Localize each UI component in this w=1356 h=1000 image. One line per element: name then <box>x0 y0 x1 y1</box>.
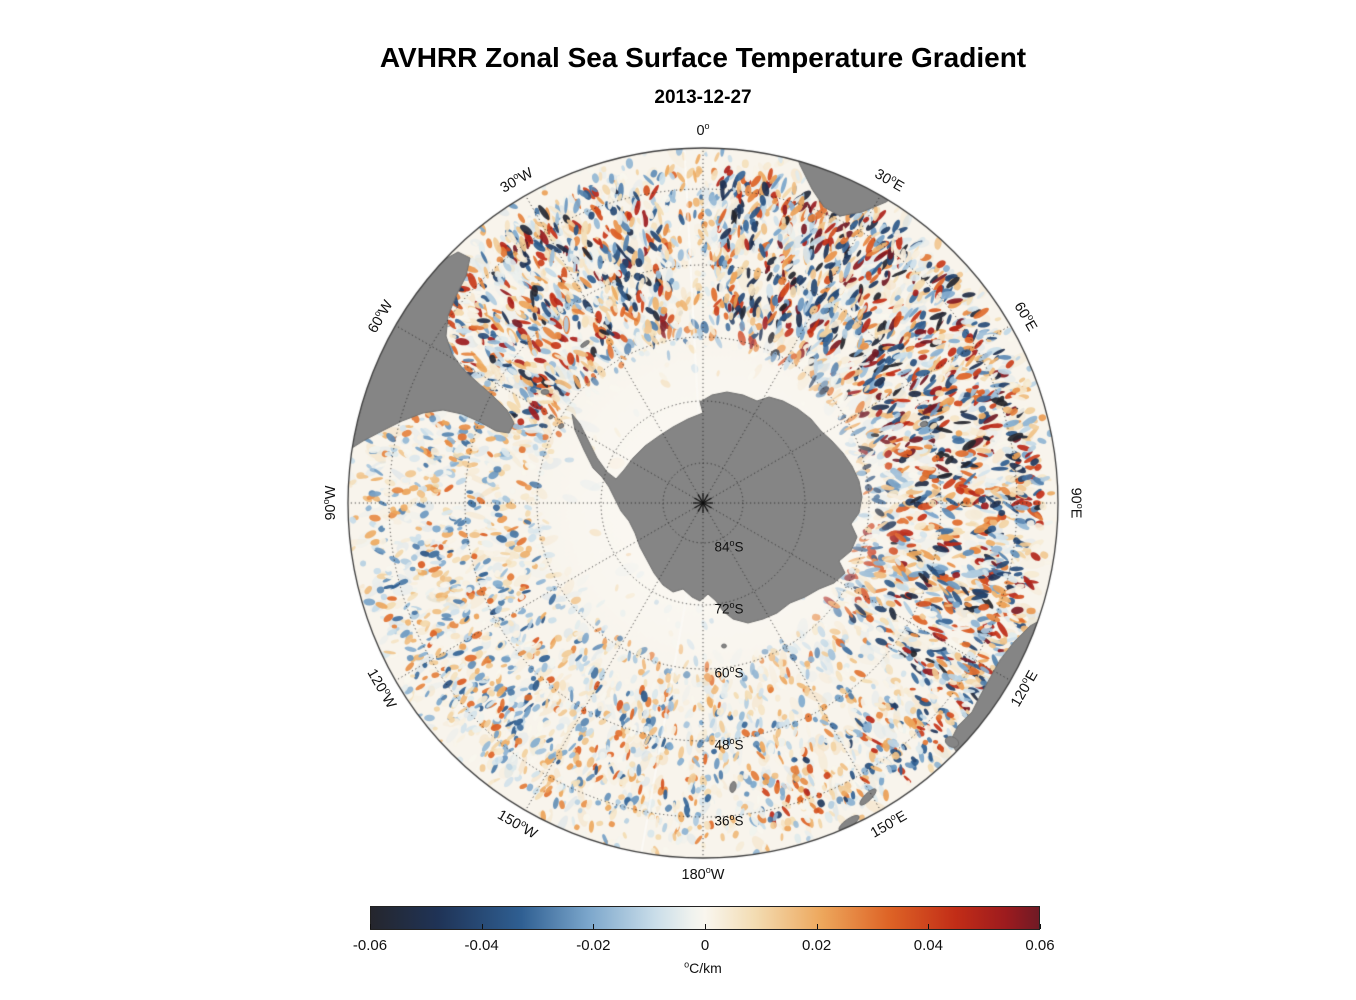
colorbar-tick-label: 0.02 <box>802 937 832 954</box>
lon-label-120W: 120oW <box>363 666 399 712</box>
lon-label-90W: 90oW <box>320 485 339 521</box>
lon-label-30E: 30oE <box>871 165 907 196</box>
lon-label-0: 0o <box>696 120 710 139</box>
lon-label-150E: 150oE <box>868 808 910 842</box>
lon-label-150W: 150oW <box>494 807 540 843</box>
colorbar-tick <box>481 924 483 929</box>
colorbar-tick <box>705 924 706 929</box>
lon-label-120E: 120oE <box>1008 668 1042 710</box>
lon-label-60E: 60oE <box>1010 299 1041 335</box>
colorbar-tick <box>1040 924 1041 929</box>
lat-label-84S: 84oS <box>714 537 744 555</box>
colorbar-tick-label: 0.06 <box>1025 937 1055 954</box>
figure-title: AVHRR Zonal Sea Surface Temperature Grad… <box>379 42 1027 73</box>
colorbar-tick-label: -0.06 <box>352 937 388 954</box>
colorbar-tick-label: -0.04 <box>464 937 499 954</box>
colorbar-tick-label: -0.02 <box>576 937 611 954</box>
lat-label-48S: 48oS <box>714 735 744 753</box>
colorbar-tick-label: 0 <box>700 937 710 954</box>
figure-date: 2013-12-27 <box>654 87 752 108</box>
lat-label-72S: 72oS <box>714 599 744 617</box>
lat-label-60S: 60oS <box>714 663 744 681</box>
colorbar-tick <box>370 924 371 929</box>
colorbar-units: oC/km <box>684 959 722 976</box>
colorbar-tick <box>593 924 595 929</box>
lon-label-180W: 180oW <box>681 864 725 883</box>
lon-label-90E: 90oE <box>1067 487 1086 519</box>
colorbar-tick <box>928 924 930 929</box>
colorbar-tick <box>816 924 818 929</box>
colorbar-tick-label: 0.04 <box>913 937 943 954</box>
lon-label-60W: 60oW <box>364 297 397 336</box>
lat-label-36S: 36oS <box>714 811 744 829</box>
lon-label-30W: 30oW <box>497 164 536 197</box>
